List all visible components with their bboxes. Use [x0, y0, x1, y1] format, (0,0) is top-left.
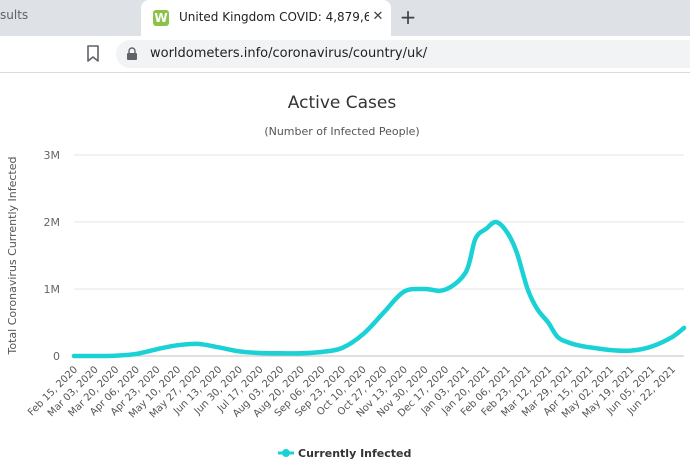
y-tick-label: 2M [44, 216, 61, 229]
chart-gridlines [74, 154, 684, 357]
tab-active[interactable]: W United Kingdom COVID: 4,879,616 ✕ [141, 0, 391, 36]
tab-strip: sults W United Kingdom COVID: 4,879,616 … [0, 0, 690, 36]
y-tick-label: 1M [44, 283, 61, 296]
y-axis-label: Total Coronavirus Currently Infected [6, 157, 19, 356]
active-cases-chart: Active Cases (Number of Infected People)… [6, 93, 687, 460]
chart-legend[interactable]: Currently Infected [278, 447, 411, 460]
legend-label: Currently Infected [298, 447, 411, 460]
worldometer-favicon-icon: W [153, 10, 169, 26]
close-icon[interactable]: ✕ [372, 9, 384, 24]
series-line-currently-infected [71, 219, 687, 359]
tab-title: United Kingdom COVID: 4,879,616 [179, 10, 369, 24]
new-tab-button[interactable]: + [399, 5, 417, 29]
tab-previous[interactable]: sults [0, 8, 28, 22]
address-bar[interactable]: worldometers.info/coronavirus/country/uk… [116, 40, 690, 68]
url-text: worldometers.info/coronavirus/country/uk… [150, 46, 428, 61]
chart-subtitle: (Number of Infected People) [264, 125, 419, 138]
legend-marker [282, 449, 290, 457]
y-tick-label: 0 [53, 350, 60, 363]
tab-previous-label: sults [0, 8, 29, 22]
bookmark-icon[interactable] [86, 45, 100, 63]
y-tick-label: 3M [44, 149, 61, 162]
y-axis-ticks: 0 1M 2M 3M [44, 149, 61, 363]
chart-title: Active Cases [288, 93, 397, 113]
lock-icon[interactable] [126, 47, 138, 61]
